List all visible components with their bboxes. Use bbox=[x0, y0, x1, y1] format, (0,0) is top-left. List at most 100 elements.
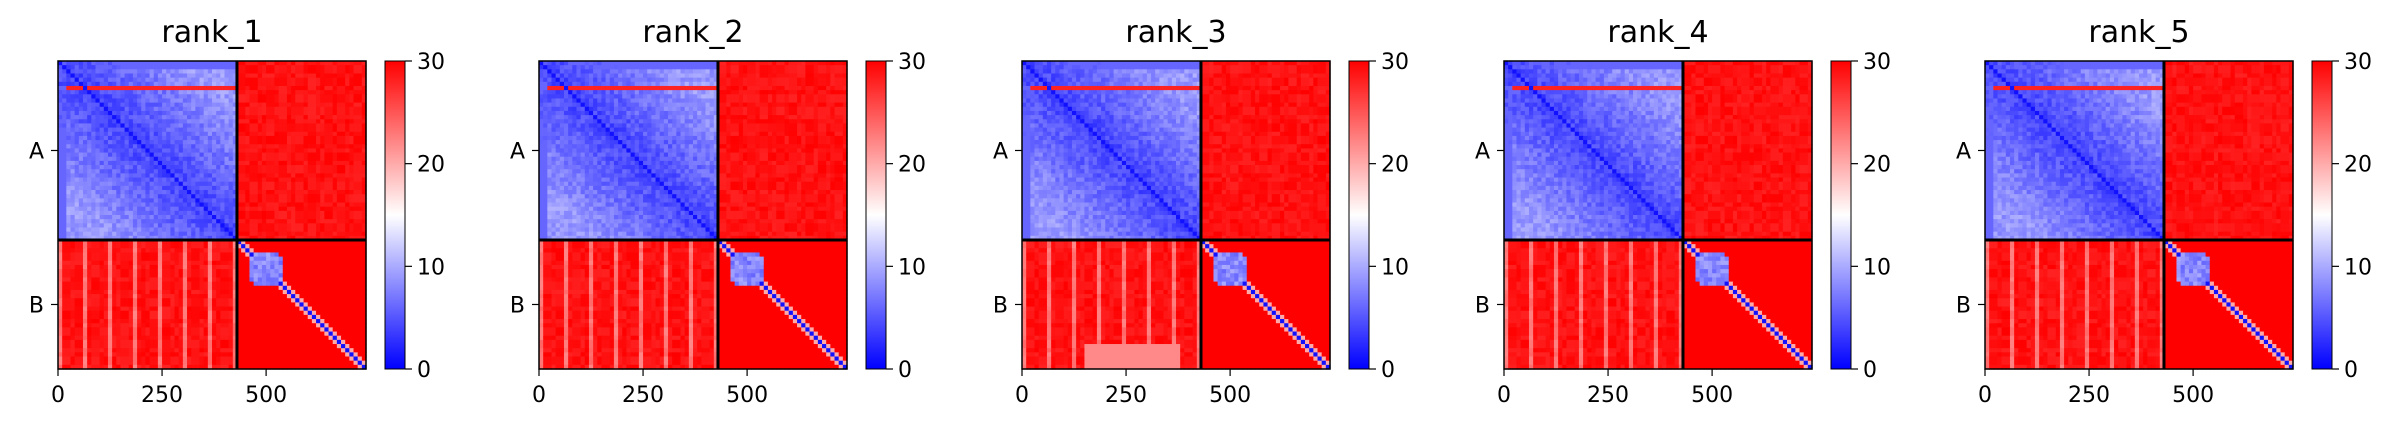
heatmap-cell bbox=[133, 261, 138, 266]
heatmap-cell bbox=[333, 286, 338, 291]
heatmap-cell bbox=[91, 198, 96, 203]
heatmap-cell bbox=[116, 123, 121, 128]
heatmap-cell bbox=[200, 82, 205, 87]
heatmap-cell bbox=[150, 65, 155, 70]
heatmap-cell bbox=[66, 265, 71, 270]
heatmap-cell bbox=[212, 103, 217, 108]
heatmap-cell bbox=[316, 182, 321, 187]
heatmap-cell bbox=[220, 148, 225, 153]
heatmap-cell bbox=[141, 153, 146, 158]
heatmap-cell bbox=[158, 332, 163, 337]
heatmap-cell bbox=[170, 140, 175, 145]
heatmap-cell bbox=[87, 203, 92, 208]
heatmap-cell bbox=[212, 190, 217, 195]
heatmap-cell bbox=[345, 311, 350, 316]
heatmap-cell bbox=[349, 269, 354, 274]
heatmap-cell bbox=[262, 327, 267, 332]
heatmap-cell bbox=[308, 327, 313, 332]
heatmap-cell bbox=[179, 336, 184, 341]
heatmap-cell bbox=[220, 257, 225, 262]
heatmap-cell bbox=[79, 315, 84, 320]
heatmap-cell bbox=[150, 248, 155, 253]
heatmap-cell bbox=[345, 169, 350, 174]
heatmap-cell bbox=[75, 294, 80, 299]
heatmap-cell bbox=[304, 203, 309, 208]
heatmap-cell bbox=[287, 307, 292, 312]
heatmap-cell bbox=[104, 157, 109, 162]
heatmap-cell bbox=[137, 178, 142, 183]
heatmap-cell bbox=[312, 107, 317, 112]
heatmap-cell bbox=[83, 302, 88, 307]
heatmap-cell bbox=[170, 198, 175, 203]
heatmap-cell bbox=[337, 178, 342, 183]
heatmap-cell bbox=[324, 223, 329, 228]
heatmap-cell bbox=[91, 269, 96, 274]
heatmap-cell bbox=[216, 128, 221, 133]
heatmap-cell bbox=[358, 157, 363, 162]
heatmap-cell bbox=[104, 261, 109, 266]
heatmap-cell bbox=[354, 327, 359, 332]
heatmap-cell bbox=[195, 257, 200, 262]
heatmap-cell bbox=[200, 169, 205, 174]
heatmap-cell bbox=[249, 194, 254, 199]
heatmap-cell bbox=[91, 169, 96, 174]
heatmap-cell bbox=[270, 277, 275, 282]
heatmap-cell bbox=[274, 132, 279, 137]
heatmap-cell bbox=[245, 215, 250, 220]
heatmap-cell bbox=[179, 215, 184, 220]
heatmap-cell bbox=[254, 327, 259, 332]
heatmap-cell bbox=[141, 173, 146, 178]
heatmap-cell bbox=[170, 182, 175, 187]
heatmap-cell bbox=[175, 203, 180, 208]
heatmap-cell bbox=[191, 257, 196, 262]
heatmap-cell bbox=[62, 277, 67, 282]
heatmap-cell bbox=[195, 186, 200, 191]
heatmap-cell bbox=[216, 107, 221, 112]
heatmap-cell bbox=[212, 327, 217, 332]
heatmap-cell bbox=[100, 194, 105, 199]
heatmap-cell bbox=[312, 115, 317, 120]
heatmap-cell bbox=[100, 252, 105, 257]
heatmap-cell bbox=[254, 323, 259, 328]
heatmap-cell bbox=[270, 111, 275, 116]
heatmap-cell bbox=[229, 153, 234, 158]
heatmap-cell bbox=[120, 78, 125, 83]
heatmap-cell bbox=[133, 86, 138, 91]
heatmap-cell bbox=[70, 290, 75, 295]
heatmap-cell bbox=[162, 311, 167, 316]
heatmap-cell bbox=[337, 294, 342, 299]
heatmap-cell bbox=[312, 248, 317, 253]
heatmap-cell bbox=[254, 190, 259, 195]
heatmap-cell bbox=[83, 323, 88, 328]
heatmap-cell bbox=[191, 290, 196, 295]
heatmap-cell bbox=[75, 319, 80, 324]
heatmap-cell bbox=[208, 103, 213, 108]
heatmap-cell bbox=[137, 94, 142, 99]
heatmap-cell bbox=[245, 211, 250, 216]
heatmap-cell bbox=[70, 111, 75, 116]
heatmap-cell bbox=[195, 277, 200, 282]
heatmap-cell bbox=[183, 123, 188, 128]
heatmap-cell bbox=[258, 69, 263, 74]
heatmap-cell bbox=[358, 161, 363, 166]
heatmap-cell bbox=[324, 336, 329, 341]
heatmap-cell bbox=[200, 65, 205, 70]
heatmap-cell bbox=[241, 94, 246, 99]
heatmap-cell bbox=[158, 232, 163, 237]
heatmap-cell bbox=[129, 211, 134, 216]
heatmap-cell bbox=[299, 161, 304, 166]
heatmap-cell bbox=[345, 232, 350, 237]
heatmap-cell bbox=[279, 223, 284, 228]
heatmap-cell bbox=[62, 332, 67, 337]
heatmap-cell bbox=[62, 144, 67, 149]
heatmap-cell bbox=[62, 215, 67, 220]
heatmap-cell bbox=[62, 123, 67, 128]
heatmap-cell bbox=[287, 269, 292, 274]
heatmap-cell bbox=[170, 277, 175, 282]
heatmap-cell bbox=[112, 128, 117, 133]
heatmap-cell bbox=[320, 140, 325, 145]
heatmap-cell bbox=[249, 186, 254, 191]
heatmap-cell bbox=[145, 65, 150, 70]
heatmap-cell bbox=[129, 136, 134, 141]
heatmap-cell bbox=[320, 269, 325, 274]
